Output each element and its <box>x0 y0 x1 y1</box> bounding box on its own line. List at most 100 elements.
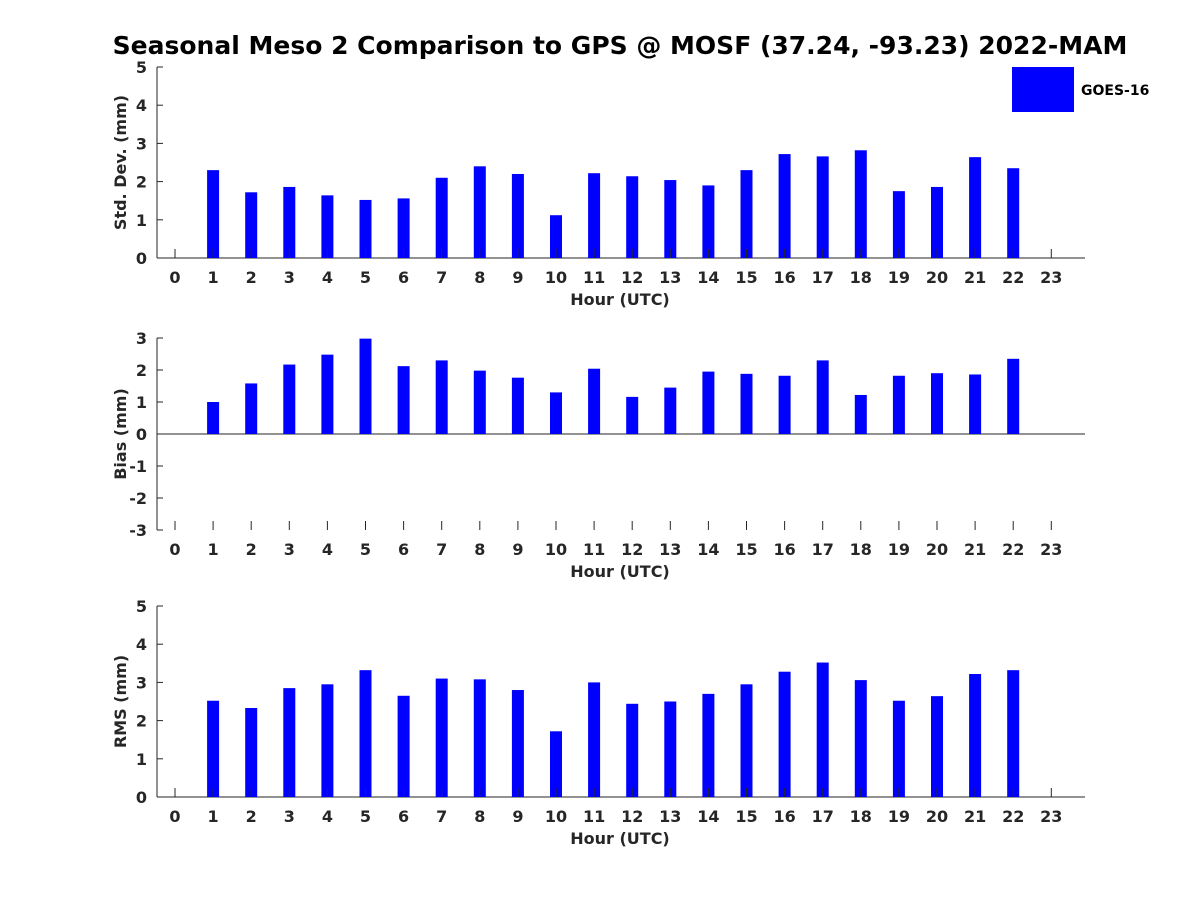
x-tick-label: 13 <box>659 540 681 559</box>
x-tick-label: 0 <box>169 540 180 559</box>
bar-hour-3 <box>283 688 296 797</box>
y-tick-label: -3 <box>129 521 147 540</box>
bar-hour-13 <box>664 387 677 434</box>
x-tick-label: 6 <box>398 268 409 287</box>
y-tick-label: 4 <box>136 635 147 654</box>
x-tick-label: 0 <box>169 268 180 287</box>
x-tick-label: 4 <box>322 540 333 559</box>
x-tick-label: 4 <box>322 807 333 826</box>
legend-label: GOES-16 <box>1081 83 1149 99</box>
x-tick-label: 4 <box>322 268 333 287</box>
bar-hour-21 <box>969 673 982 797</box>
x-tick-label: 14 <box>697 540 719 559</box>
bar-hour-22 <box>1007 358 1020 434</box>
bar-hour-6 <box>397 695 410 797</box>
x-axis-label: Hour (UTC) <box>570 290 670 309</box>
x-tick-label: 20 <box>926 540 948 559</box>
y-tick-label: 3 <box>136 673 147 692</box>
y-tick-label: 5 <box>136 597 147 616</box>
x-tick-label: 5 <box>360 540 371 559</box>
x-tick-label: 11 <box>583 268 605 287</box>
bar-hour-1 <box>207 700 220 797</box>
bar-hour-17 <box>816 662 829 797</box>
bar-hour-6 <box>397 366 410 434</box>
x-tick-label: 5 <box>360 807 371 826</box>
bar-hour-9 <box>511 377 524 434</box>
bar-hour-12 <box>626 176 639 258</box>
bar-hour-12 <box>626 703 639 797</box>
legend: GOES-16 <box>1012 67 1149 112</box>
x-tick-label: 16 <box>773 268 795 287</box>
x-tick-label: 23 <box>1040 540 1062 559</box>
bar-hour-1 <box>207 170 220 258</box>
x-tick-label: 5 <box>360 268 371 287</box>
x-tick-label: 19 <box>888 807 910 826</box>
x-tick-label: 15 <box>735 540 757 559</box>
bar-hour-22 <box>1007 670 1020 797</box>
bar-hour-14 <box>702 185 715 258</box>
bar-hour-9 <box>511 690 524 797</box>
y-tick-label: 2 <box>136 361 147 380</box>
x-tick-label: 15 <box>735 268 757 287</box>
x-tick-label: 3 <box>284 540 295 559</box>
bar-hour-4 <box>321 684 334 797</box>
x-tick-label: 19 <box>888 540 910 559</box>
chart-title: Seasonal Meso 2 Comparison to GPS @ MOSF… <box>113 31 1128 60</box>
bar-hour-2 <box>245 707 258 797</box>
bar-hour-15 <box>740 373 753 434</box>
bar-hour-22 <box>1007 168 1020 258</box>
x-tick-label: 17 <box>812 807 834 826</box>
y-tick-label: -2 <box>129 489 147 508</box>
bar-hour-13 <box>664 180 677 258</box>
x-tick-label: 10 <box>545 540 567 559</box>
bar-hour-16 <box>778 671 791 797</box>
x-tick-label: 20 <box>926 268 948 287</box>
bar-hour-16 <box>778 154 791 258</box>
bar-hour-8 <box>473 166 486 258</box>
x-tick-label: 18 <box>850 807 872 826</box>
x-tick-label: 8 <box>474 540 485 559</box>
bar-hour-10 <box>550 392 562 434</box>
bar-hour-5 <box>359 670 372 797</box>
x-tick-label: 21 <box>964 807 986 826</box>
x-tick-label: 2 <box>246 540 257 559</box>
bar-hour-2 <box>245 383 258 434</box>
bar-hour-16 <box>778 375 791 434</box>
bar-hour-8 <box>473 679 486 797</box>
bar-hour-13 <box>664 701 677 797</box>
x-tick-label: 21 <box>964 540 986 559</box>
bar-hour-2 <box>245 192 258 258</box>
x-tick-label: 2 <box>246 268 257 287</box>
y-tick-label: -1 <box>129 457 147 476</box>
y-tick-label: 0 <box>136 788 147 807</box>
x-tick-label: 1 <box>208 268 219 287</box>
bar-hour-19 <box>892 700 905 797</box>
x-tick-label: 3 <box>284 807 295 826</box>
bar-hour-4 <box>321 195 334 258</box>
x-tick-label: 17 <box>812 268 834 287</box>
y-tick-label: 4 <box>136 96 147 115</box>
bar-hour-10 <box>550 215 562 258</box>
bar-hour-14 <box>702 371 715 434</box>
x-tick-label: 9 <box>512 268 523 287</box>
y-axis-label: Std. Dev. (mm) <box>111 95 130 230</box>
x-tick-label: 3 <box>284 268 295 287</box>
x-tick-label: 11 <box>583 540 605 559</box>
x-tick-label: 6 <box>398 540 409 559</box>
x-tick-label: 19 <box>888 268 910 287</box>
x-tick-label: 11 <box>583 807 605 826</box>
bar-hour-21 <box>969 157 982 258</box>
legend-swatch <box>1012 67 1074 112</box>
x-tick-label: 6 <box>398 807 409 826</box>
bar-hour-20 <box>931 186 943 258</box>
x-tick-label: 14 <box>697 268 719 287</box>
x-tick-label: 13 <box>659 807 681 826</box>
bar-hour-20 <box>931 696 943 797</box>
bar-hour-20 <box>931 373 943 434</box>
bar-hour-17 <box>816 156 829 258</box>
bar-hour-19 <box>892 191 905 258</box>
y-tick-label: 1 <box>136 750 147 769</box>
